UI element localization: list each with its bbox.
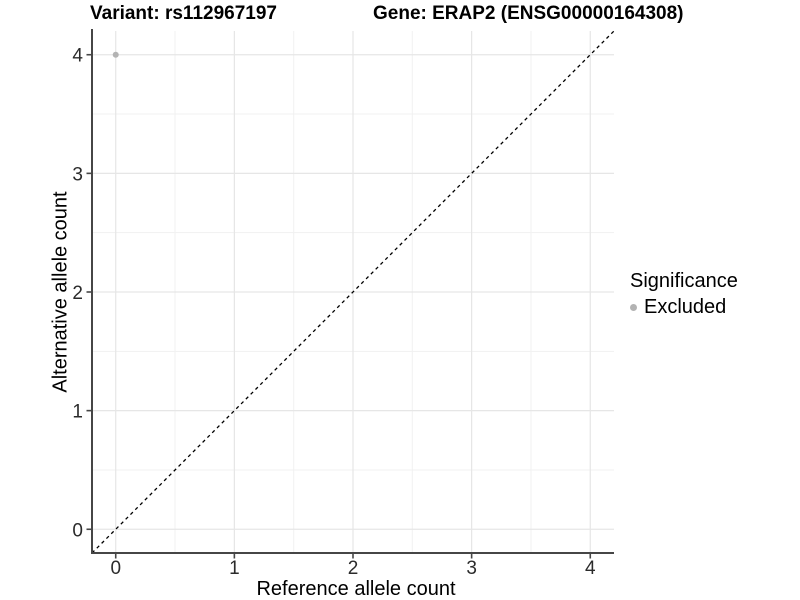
x-tick-label: 0 — [110, 558, 121, 579]
y-tick-label: 2 — [72, 283, 83, 304]
x-tick-label: 3 — [466, 558, 477, 579]
y-axis-title: Alternative allele count — [49, 191, 72, 393]
y-tick-label: 0 — [72, 520, 83, 541]
excluded-point-icon — [630, 304, 637, 311]
legend-entry-label: Excluded — [644, 296, 727, 318]
x-tick-label: 4 — [585, 558, 596, 579]
y-tick-label: 1 — [72, 402, 83, 423]
x-tick-label: 1 — [229, 558, 240, 579]
legend-title: Significance — [630, 270, 738, 292]
data-point — [112, 51, 119, 58]
plot-title-variant: Variant: rs112967197 — [90, 3, 277, 24]
identity-line — [91, 30, 615, 554]
x-tick-label: 2 — [348, 558, 359, 579]
plot-title-gene: Gene: ERAP2 (ENSG00000164308) — [373, 3, 684, 24]
y-tick-label: 4 — [72, 46, 83, 67]
x-axis-title: Reference allele count — [256, 578, 456, 600]
legend: Significance Excluded — [630, 270, 738, 319]
y-tick-label: 3 — [72, 164, 83, 185]
legend-entry-excluded: Excluded — [630, 296, 738, 319]
